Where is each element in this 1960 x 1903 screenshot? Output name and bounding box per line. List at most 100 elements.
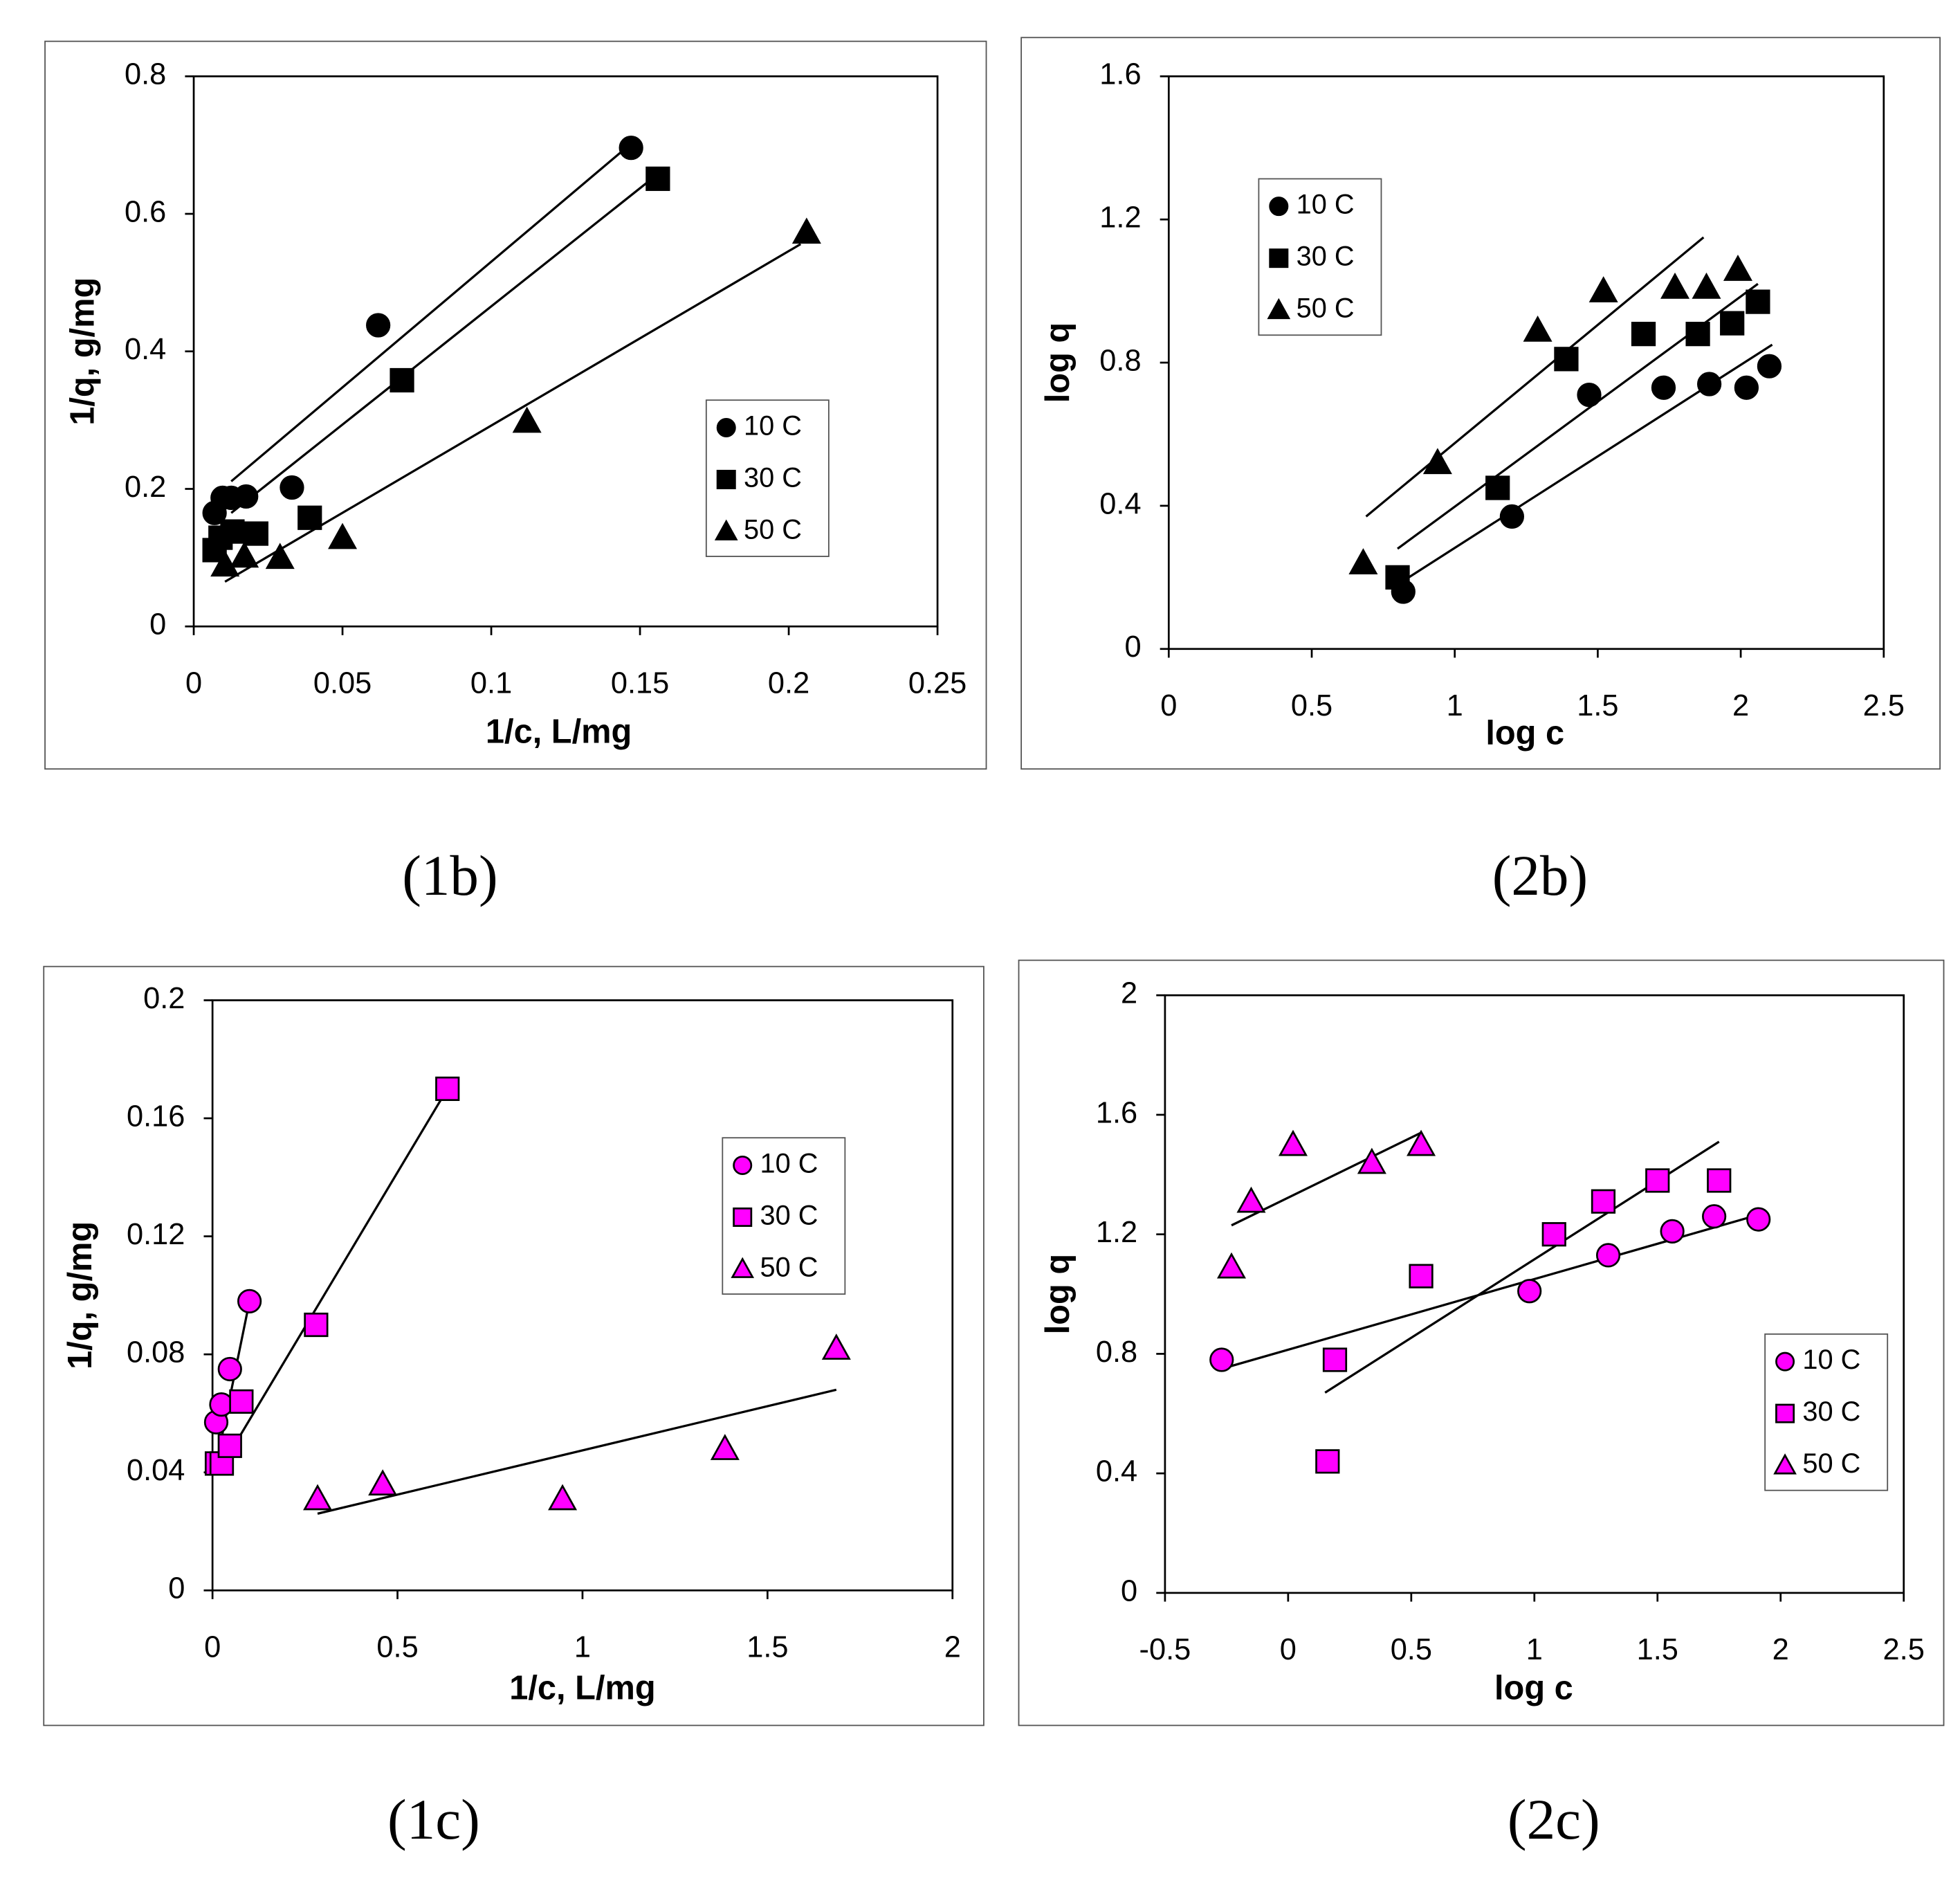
x-tick-label: -0.5	[1139, 1633, 1191, 1666]
x-tick-label: 2.5	[1883, 1633, 1925, 1666]
trend-line	[1365, 236, 1705, 518]
point	[791, 217, 821, 244]
trend-line	[317, 1388, 837, 1515]
x-tick-label: 0	[185, 667, 202, 700]
point	[217, 1433, 242, 1458]
y-tick-label: 1.6	[1099, 58, 1141, 91]
point	[548, 1484, 578, 1511]
chart-frame	[44, 40, 987, 770]
x-axis-label: 1/c, L/mg	[509, 1670, 655, 1707]
y-axis-label: log q	[1039, 322, 1077, 403]
point	[1322, 1347, 1348, 1372]
x-tick-label: 0.1	[470, 667, 512, 700]
chart-frame	[1020, 37, 1941, 770]
point	[1236, 1186, 1266, 1213]
legend-marker	[1775, 1403, 1795, 1423]
legend-marker	[716, 469, 736, 489]
y-axis-label: 1/q, g/mg	[62, 1221, 99, 1369]
point	[220, 519, 245, 544]
y-tick-label: 1.2	[1096, 1216, 1137, 1249]
point	[304, 1312, 329, 1338]
y-tick-label: 0.08	[127, 1336, 185, 1369]
legend-label: 10 C	[744, 410, 802, 441]
point	[217, 1356, 242, 1382]
point	[1409, 1264, 1434, 1289]
legend-marker	[733, 1207, 753, 1227]
point	[328, 522, 358, 549]
point	[1707, 1168, 1732, 1193]
x-tick-label: 0.05	[313, 667, 372, 700]
legend-marker	[714, 519, 738, 540]
legend-label: 10 C	[1802, 1345, 1860, 1375]
x-axis-label: 1/c, L/mg	[486, 713, 632, 751]
x-tick-label: 1	[1447, 689, 1463, 722]
point	[1588, 276, 1618, 302]
x-tick-label: 2	[944, 1631, 961, 1664]
x-tick-label: 1	[1526, 1633, 1543, 1666]
y-tick-label: 0	[1121, 1574, 1137, 1608]
y-tick-label: 0.4	[125, 333, 166, 366]
x-tick-label: 0.2	[768, 667, 809, 700]
y-tick-label: 0.8	[1099, 344, 1141, 377]
legend-label: 50 C	[760, 1252, 818, 1282]
point	[1577, 382, 1602, 408]
point	[297, 505, 322, 530]
point	[368, 1469, 398, 1496]
trend-line	[219, 1088, 449, 1470]
y-tick-label: 0.4	[1096, 1455, 1137, 1488]
y-tick-label: 0.8	[1096, 1336, 1137, 1369]
point	[229, 1389, 254, 1414]
point	[1385, 565, 1410, 590]
legend-marker	[1267, 298, 1291, 320]
point	[1357, 1147, 1386, 1174]
point	[1746, 1207, 1771, 1232]
point	[1660, 1219, 1685, 1244]
point	[710, 1434, 740, 1460]
point	[1720, 311, 1745, 336]
point	[1315, 1449, 1340, 1474]
point	[1517, 1279, 1542, 1304]
point	[1645, 1168, 1670, 1193]
point	[1422, 448, 1452, 475]
y-tick-label: 0.2	[125, 471, 166, 504]
legend-marker	[1269, 197, 1289, 217]
legend-marker	[716, 417, 736, 437]
point	[435, 1076, 460, 1101]
point	[512, 406, 542, 433]
point	[237, 1289, 262, 1314]
legend-label: 30 C	[760, 1200, 818, 1230]
x-axis-label: log c	[1494, 1670, 1573, 1707]
point	[1554, 347, 1579, 372]
caption: (1b)	[402, 844, 497, 907]
x-tick-label: 0	[1160, 689, 1177, 722]
x-tick-label: 2.5	[1863, 689, 1905, 722]
caption: (2c)	[1508, 1787, 1600, 1851]
chart-frame	[43, 965, 984, 1727]
x-tick-label: 0.5	[1291, 689, 1332, 722]
legend-marker	[733, 1155, 753, 1175]
x-tick-label: 0.5	[376, 1631, 418, 1664]
point	[210, 550, 240, 577]
x-tick-label: 2	[1773, 1633, 1789, 1666]
point	[1485, 475, 1510, 500]
legend-marker	[1775, 1351, 1795, 1372]
x-tick-label: 0.15	[611, 667, 669, 700]
point	[1631, 322, 1656, 347]
point	[1685, 322, 1710, 347]
point	[1499, 504, 1525, 529]
point	[619, 135, 643, 161]
legend-label: 50 C	[1802, 1448, 1860, 1479]
y-tick-label: 0	[1124, 630, 1141, 664]
point	[366, 313, 391, 338]
y-tick-label: 1.2	[1099, 201, 1141, 235]
point	[1541, 1222, 1566, 1247]
point	[1660, 272, 1690, 299]
legend-marker	[731, 1257, 755, 1278]
caption: (1c)	[387, 1787, 480, 1851]
point	[1523, 315, 1553, 342]
legend-label: 30 C	[1297, 242, 1355, 272]
x-tick-label: 1.5	[1637, 1633, 1678, 1666]
point	[1734, 375, 1759, 400]
x-axis-label: log c	[1485, 714, 1564, 752]
